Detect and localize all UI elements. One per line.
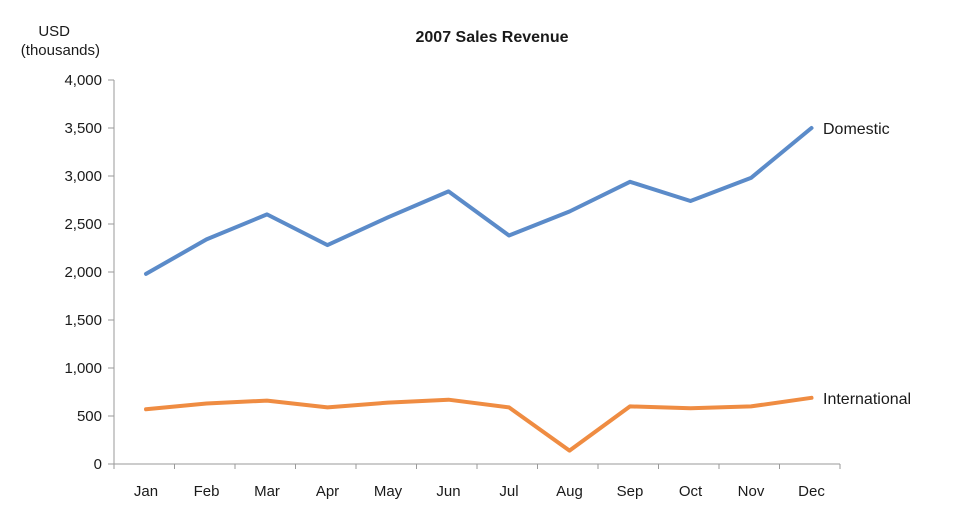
x-tick-label: May [374,483,403,500]
y-tick-label: 2,000 [64,264,102,281]
x-tick-label: Jan [134,483,158,500]
x-tick-label: Apr [316,483,339,500]
y-tick-label: 1,000 [64,360,102,377]
chart-title: 2007 Sales Revenue [416,29,569,46]
x-tick-label: Oct [679,483,703,500]
series-lines [144,126,814,453]
y-axis-label-line1: USD [38,23,70,40]
tick-labels: 0 500 1,000 1,500 2,000 2,500 3,000 3,500 4,000 J… [64,72,825,500]
y-axis-label-line2: (thousands) [21,42,100,59]
series-label-domestic: Domestic [823,121,890,138]
y-tick-label: 3,000 [64,168,102,185]
series-line-international [144,395,814,453]
y-tick-label: 0 [94,456,102,473]
y-tick-label: 2,500 [64,216,102,233]
x-tick-label: Feb [194,483,220,500]
x-tick-label: Aug [556,483,583,500]
x-tick-label: Dec [798,483,825,500]
series-labels: Domestic International [823,121,911,408]
y-tick-label: 500 [77,408,102,425]
series-line-domestic [144,126,814,276]
y-tick-label: 1,500 [64,312,102,329]
x-tick-label: Jun [436,483,460,500]
x-tick-label: Jul [499,483,518,500]
x-tick-label: Sep [617,483,644,500]
y-tick-label: 4,000 [64,72,102,89]
x-tick-label: Mar [254,483,280,500]
x-tick-label: Nov [738,483,765,500]
axes [108,79,841,469]
y-tick-label: 3,500 [64,120,102,137]
series-label-international: International [823,391,911,408]
